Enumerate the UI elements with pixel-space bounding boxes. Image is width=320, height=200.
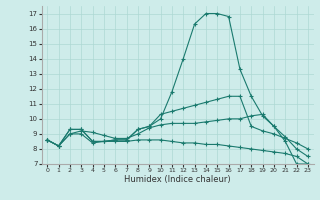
X-axis label: Humidex (Indice chaleur): Humidex (Indice chaleur) [124, 175, 231, 184]
